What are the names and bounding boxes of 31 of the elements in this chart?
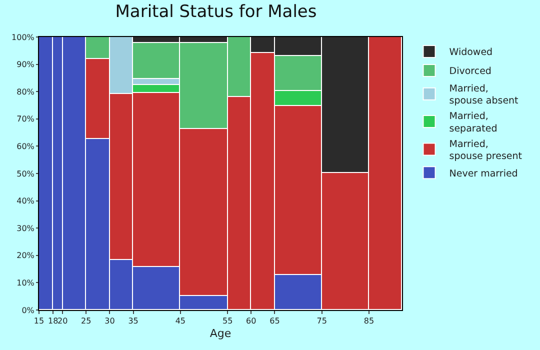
y-tick-label: 10% <box>16 278 35 288</box>
x-tick-label: 55 <box>222 316 233 326</box>
x-tick-label: 35 <box>128 316 138 326</box>
y-tick-label: 50% <box>16 169 35 178</box>
y-tick-label: 20% <box>16 251 35 260</box>
x-tick-label: 60 <box>246 316 256 326</box>
x-tick-label: 25 <box>81 316 92 326</box>
y-tick-label: 40% <box>16 196 35 206</box>
y-tick-label: 60% <box>16 142 35 151</box>
y-tick-label: 70% <box>16 114 35 124</box>
y-tick-label: 0% <box>22 306 35 315</box>
y-tick-label: 100% <box>12 32 35 42</box>
x-tick-label: 15 <box>34 316 44 326</box>
chart-title: Marital Status for Males <box>115 2 317 22</box>
y-tick-label: 30% <box>16 224 35 233</box>
legend-label: Married, spouse absent <box>449 83 519 107</box>
legend-label: Widowed <box>449 47 493 58</box>
y-tick-label: 90% <box>16 60 35 70</box>
x-tick-label: 20 <box>57 316 68 326</box>
legend-label: Married, separated <box>449 111 498 134</box>
x-tick-label: 45 <box>175 316 186 326</box>
x-tick-label: 75 <box>316 316 327 326</box>
x-axis-title: Age <box>210 326 232 340</box>
legend-label: Married, spouse present <box>449 138 522 162</box>
legend-label: Never married <box>449 168 518 180</box>
x-tick-label: 30 <box>104 316 115 326</box>
legend-label: Divorced <box>449 66 492 78</box>
x-tick-label: 18 <box>48 316 58 326</box>
x-tick-label: 65 <box>270 316 280 326</box>
y-tick-label: 80% <box>16 87 35 96</box>
x-tick-label: 85 <box>364 316 374 326</box>
